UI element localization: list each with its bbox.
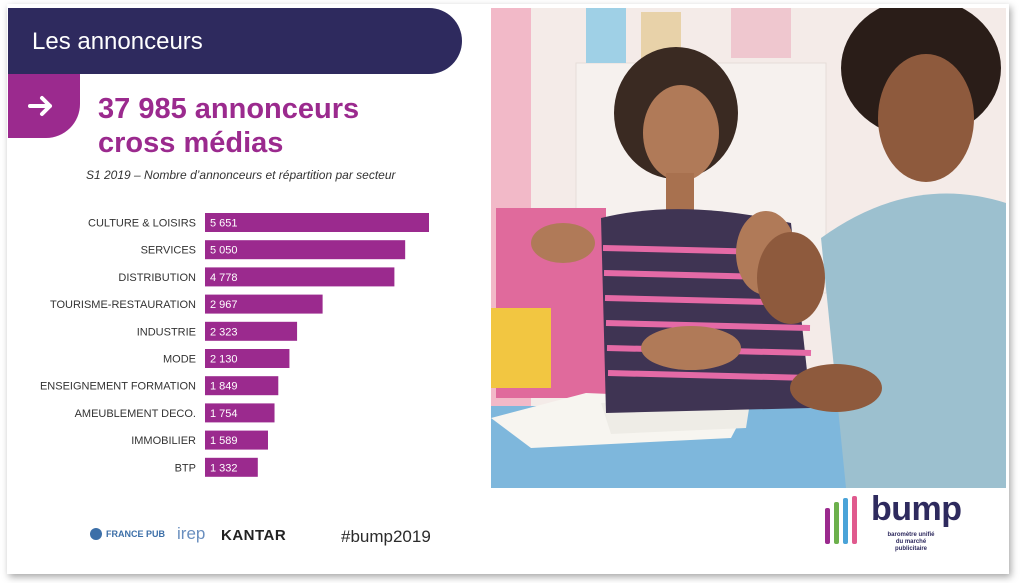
bar — [205, 376, 279, 396]
bar-value-label: 1 849 — [210, 381, 238, 393]
logo-france-pub: FRANCE PUB — [90, 528, 165, 540]
bar-chart: CULTURE & LOISIRS 5 651 SERVICES 5 050 DISTR… — [40, 213, 429, 477]
bar-value-label: 5 050 — [210, 245, 238, 257]
bump-tagline-1: baromètre unifié — [887, 532, 935, 538]
bump-bars-icon — [825, 496, 857, 544]
category-label: TOURISME-RESTAURATION — [50, 299, 196, 311]
chart-subtitle: S1 2019 – Nombre d’annonceurs et réparti… — [86, 168, 396, 182]
bar-value-label: 5 651 — [210, 218, 238, 230]
category-label: INDUSTRIE — [137, 326, 196, 338]
header-banner: Les annonceurs — [8, 8, 462, 74]
category-label: DISTRIBUTION — [118, 272, 196, 284]
bar — [205, 213, 429, 232]
headline-line-2: cross médias — [98, 127, 284, 159]
category-label: SERVICES — [141, 245, 196, 257]
france-pub-label: FRANCE PUB — [106, 529, 166, 539]
bar — [205, 240, 406, 260]
headline-line-1: 37 985 annonceurs — [98, 93, 360, 125]
hashtag: #bump2019 — [341, 527, 431, 546]
category-label: ENSEIGNEMENT FORMATION — [40, 381, 196, 393]
category-label: AMEUBLEMENT DECO. — [75, 408, 196, 420]
bar-value-label: 2 967 — [210, 299, 238, 311]
bar — [205, 294, 323, 314]
bar — [205, 403, 275, 423]
photo-illustration — [491, 8, 1006, 488]
header-title: Les annonceurs — [32, 28, 203, 55]
bar-value-label: 1 589 — [210, 435, 238, 447]
headline: 37 985 annonceurs cross médias — [98, 92, 359, 160]
bar-value-label: 2 323 — [210, 326, 238, 338]
logo-irep: irep — [177, 524, 206, 543]
bump-logo: bump baromètre unifié du marché publicit… — [823, 490, 1003, 553]
category-label: BTP — [175, 462, 196, 474]
category-label: IMMOBILIER — [131, 435, 196, 447]
bar-value-label: 1 332 — [210, 462, 238, 474]
bar — [205, 321, 298, 341]
bar — [205, 267, 395, 287]
bar — [205, 430, 268, 450]
category-label: MODE — [163, 354, 196, 366]
arrow-right-icon — [28, 96, 52, 116]
photo-image — [491, 8, 1006, 488]
bump-tagline: baromètre unifié du marché publicitaire — [879, 532, 943, 553]
bar-value-label: 1 754 — [210, 408, 238, 420]
bump-wordmark: bump — [871, 490, 962, 528]
bar-value-label: 4 778 — [210, 272, 238, 284]
bar-value-label: 2 130 — [210, 354, 238, 366]
france-pub-icon — [90, 528, 102, 540]
bump-tagline-2: du marché publicitaire — [894, 539, 927, 552]
bar — [205, 457, 258, 477]
bar — [205, 349, 290, 368]
logo-kantar: KANTAR — [221, 527, 287, 544]
arrow-badge — [8, 74, 80, 138]
category-label: CULTURE & LOISIRS — [88, 218, 196, 230]
